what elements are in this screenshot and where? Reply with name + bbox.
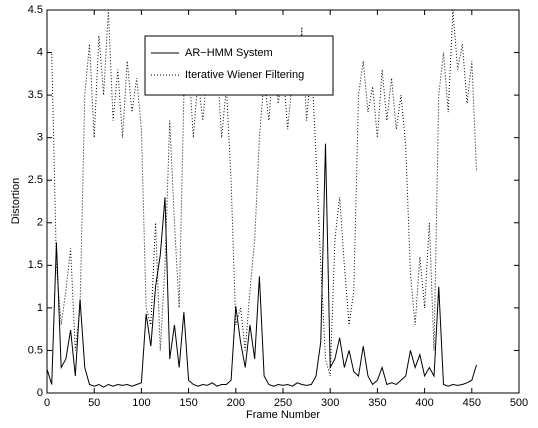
x-tick-label: 300 xyxy=(321,397,339,409)
legend-label: Iterative Wiener Filtering xyxy=(185,69,304,81)
x-tick-label: 150 xyxy=(179,397,197,409)
y-tick-label: 1.5 xyxy=(28,259,43,271)
y-tick-label: 3 xyxy=(37,132,43,144)
x-tick-label: 200 xyxy=(227,397,245,409)
y-tick-label: 0.5 xyxy=(28,344,43,356)
y-tick-label: 2.5 xyxy=(28,174,43,186)
x-tick-label: 350 xyxy=(368,397,386,409)
x-tick-label: 450 xyxy=(463,397,481,409)
y-tick-label: 0 xyxy=(37,387,43,399)
data-line xyxy=(47,9,478,377)
x-tick-label: 0 xyxy=(44,397,50,409)
y-axis-label: Distortion xyxy=(10,178,22,224)
y-tick-label: 1 xyxy=(37,302,43,314)
legend-box xyxy=(144,35,334,96)
data-line xyxy=(46,143,477,388)
y-tick-label: 3.5 xyxy=(28,89,43,101)
x-tick-label: 250 xyxy=(274,397,292,409)
x-tick-label: 50 xyxy=(88,397,100,409)
x-tick-label: 100 xyxy=(132,397,150,409)
x-tick-label: 400 xyxy=(415,397,433,409)
legend-label: AR−HMM System xyxy=(185,47,273,59)
y-tick-label: 4 xyxy=(37,46,43,58)
y-tick-label: 2 xyxy=(37,217,43,229)
x-tick-label: 500 xyxy=(510,397,528,409)
y-tick-label: 4.5 xyxy=(28,4,43,16)
x-axis-label: Frame Number xyxy=(246,409,320,421)
